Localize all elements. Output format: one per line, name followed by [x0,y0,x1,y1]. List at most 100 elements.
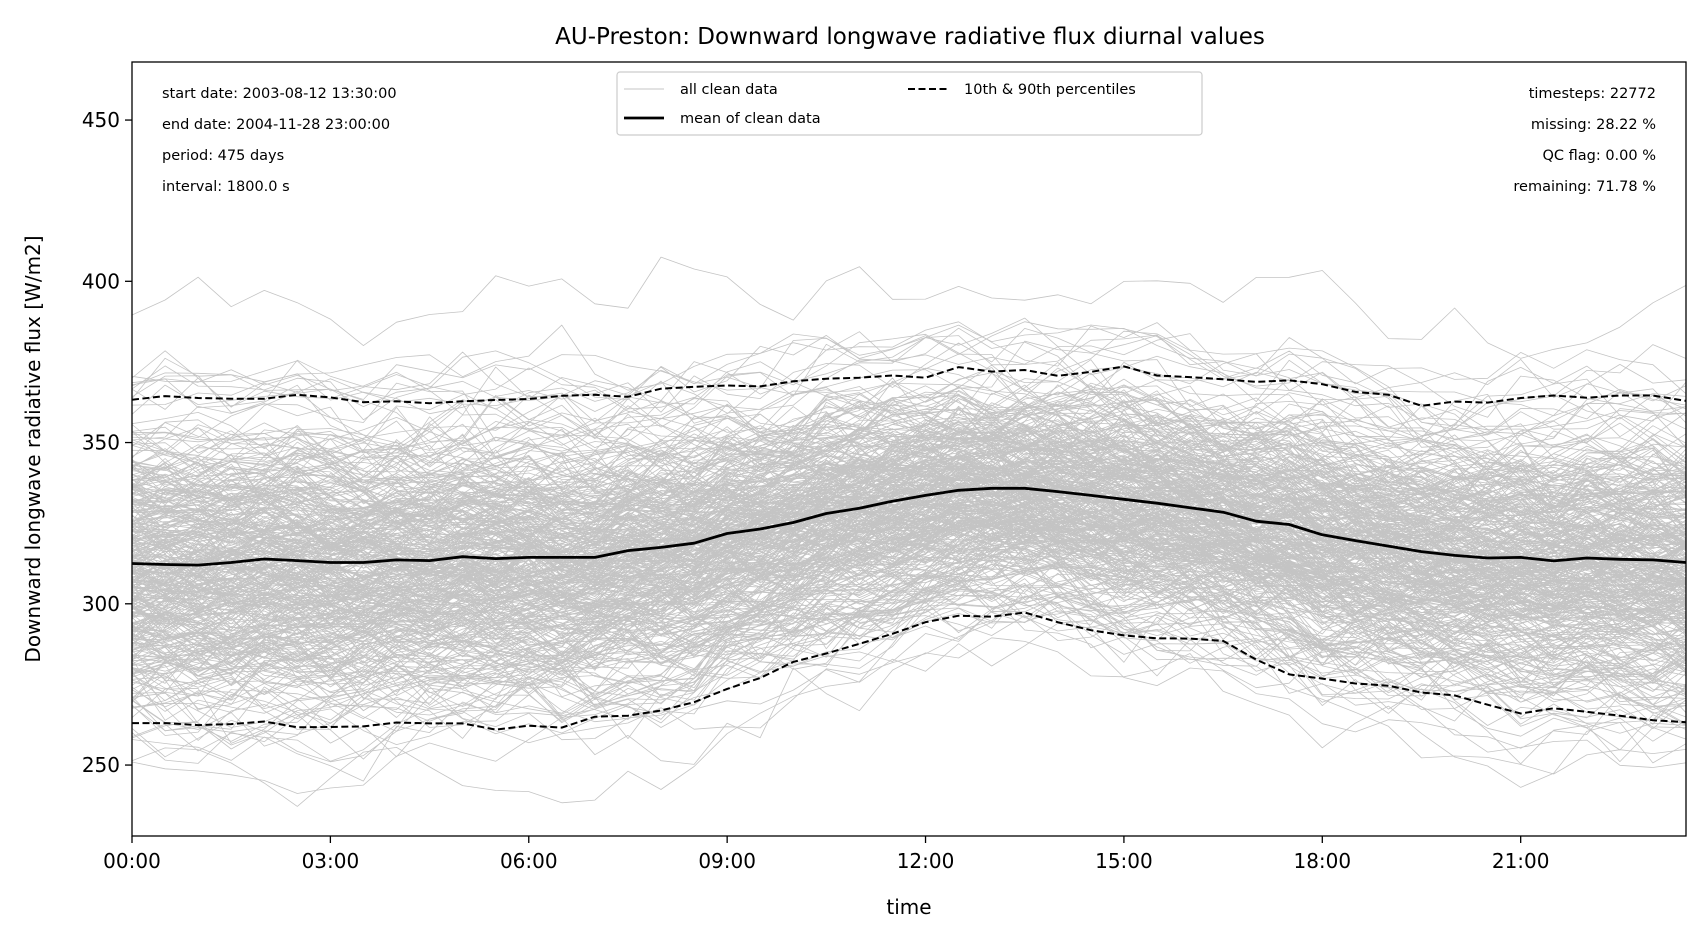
clean-data-trace [131,445,1687,563]
clean-data-trace [131,500,1687,607]
clean-data-trace [131,372,1687,491]
clean-data-trace [131,481,1687,594]
clean-data-trace [131,429,1687,556]
clean-data-trace [131,507,1687,647]
clean-data-trace [131,475,1687,601]
y-tick-label: 350 [82,431,120,455]
clean-data-trace [131,541,1687,724]
percentile-90-line [131,365,1687,407]
clean-data-trace [131,400,1687,481]
x-tick-label: 00:00 [103,849,161,873]
clean-data-trace [131,491,1687,593]
x-tick-label: 18:00 [1293,849,1351,873]
clean-data-trace [131,572,1687,762]
clean-data-trace [131,499,1687,645]
clean-data-trace [131,375,1687,450]
y-tick-label: 250 [82,753,120,777]
clean-data-trace [131,522,1687,645]
stat-left-line: start date: 2003-08-12 13:30:00 [162,86,397,102]
clean-data-trace [131,502,1687,649]
clean-data-trace [131,408,1687,512]
clean-data-trace [131,409,1687,504]
stat-left-line: period: 475 days [162,148,284,164]
clean-data-trace [131,607,1687,744]
clean-data-trace [131,535,1687,689]
clean-data-trace [131,496,1687,621]
clean-data-trace [131,387,1687,485]
clean-data-trace [131,397,1687,523]
stats-left: start date: 2003-08-12 13:30:00 end date:… [162,86,397,195]
clean-data-trace [131,384,1687,505]
legend-label: mean of clean data [680,111,821,127]
clean-data-trace [131,536,1687,662]
clean-data-trace [131,419,1687,521]
clean-data-trace [131,413,1687,536]
clean-data-trace [131,321,1687,395]
clean-data-trace [131,477,1687,611]
clean-data-trace [131,478,1687,623]
stat-right-line: timesteps: 22772 [1529,86,1656,102]
plot-frame [131,61,1687,837]
clean-data-trace [131,483,1687,618]
clean-data-trace [131,487,1687,643]
clean-data-trace [131,464,1687,591]
clean-data-trace [131,404,1687,532]
legend-label: 10th & 90th percentiles [964,82,1136,98]
x-tick-label: 12:00 [897,849,955,873]
clean-data-trace [131,483,1687,601]
clean-data-trace [131,582,1687,739]
clean-data-trace [131,475,1687,633]
clean-data-trace [131,317,1687,430]
clean-data-trace [131,401,1687,508]
y-tick-label: 450 [82,108,120,132]
clean-data-trace [131,424,1687,521]
clean-data-trace [131,466,1687,597]
clean-data-trace [131,447,1687,588]
clean-data-trace [131,334,1687,442]
y-axis-label: Downward longwave radiative flux [W/m2] [21,235,45,662]
clean-data-trace [131,476,1687,588]
x-axis-label: time [886,895,931,919]
clean-data-trace [131,637,1687,794]
stats-right: timesteps: 22772 missing: 28.22 % QC flag:… [1513,86,1656,195]
stat-left-line: end date: 2004-11-28 23:00:00 [162,117,390,133]
clean-data-trace [131,361,1687,470]
clean-data-trace [131,454,1687,594]
clean-data-trace [131,492,1687,609]
clean-data-trace [131,414,1687,521]
mean-line [131,486,1687,567]
clean-data-trace [131,384,1687,469]
legend-box [616,71,1203,136]
clean-data-trace [131,366,1687,454]
x-tick-label: 06:00 [500,849,558,873]
clean-data-trace [131,524,1687,654]
clean-data-trace [131,563,1687,684]
y-axis-ticks: 250 300 350 400 450 [82,108,132,777]
clean-data-trace [131,581,1687,712]
clean-data-trace [131,440,1687,589]
legend-label: all clean data [680,82,778,98]
series-layer [131,365,1687,731]
legend: all clean data mean of clean data 10th & 9… [616,71,1203,136]
stat-right-line: missing: 28.22 % [1531,117,1656,133]
y-tick-label: 300 [82,592,120,616]
clean-data-trace [131,471,1687,598]
clean-data-trace [131,583,1687,698]
clean-data-trace [131,563,1687,689]
clean-data-trace [131,463,1687,624]
clean-data-trace [131,482,1687,606]
stat-right-line: remaining: 71.78 % [1513,179,1656,195]
clean-data-trace [131,394,1687,512]
x-tick-label: 15:00 [1095,849,1153,873]
clean-data-trace [131,498,1687,625]
clean-data-trace [131,595,1687,807]
clean-data-trace [131,533,1687,674]
chart-title: AU-Preston: Downward longwave radiative … [555,24,1265,50]
stat-left-line: interval: 1800.0 s [162,179,290,195]
clean-data-trace [132,385,1687,504]
clean-data-trace [131,589,1687,745]
clean-data-trace [131,324,1687,403]
clean-data-trace [131,484,1687,613]
clean-data-trace [131,327,1687,438]
